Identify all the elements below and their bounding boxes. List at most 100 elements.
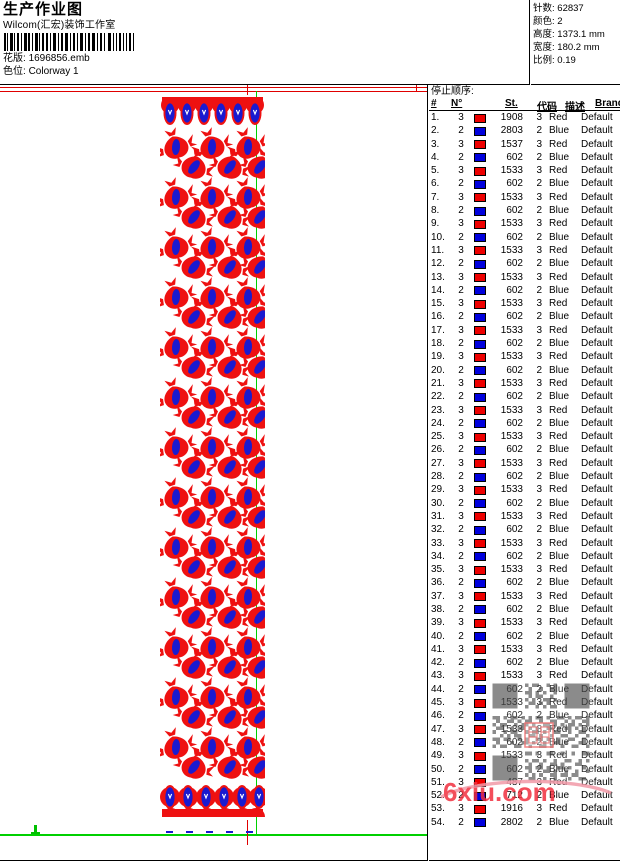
height-label: 高度: (533, 29, 555, 40)
table-row[interactable]: 25. 3 1533 3 Red Default (429, 430, 620, 443)
table-row[interactable]: 36. 2 602 2 Blue Default (429, 576, 620, 589)
table-row[interactable]: 39. 3 1533 3 Red Default (429, 616, 620, 629)
table-row[interactable]: 33. 3 1533 3 Red Default (429, 537, 620, 550)
stop-sequence-panel[interactable]: 停止顺序: # N° St. 代码 描述 Brand 元素 1. 3 1908 3 Re… (429, 85, 620, 861)
table-row[interactable]: 38. 2 602 2 Blue Default (429, 603, 620, 616)
table-row[interactable]: 3. 3 1537 3 Red Default (429, 138, 620, 151)
row-description: Blue (549, 816, 570, 828)
color-swatch (474, 818, 486, 828)
row-code: 2 (536, 816, 542, 828)
color-swatch (474, 658, 486, 668)
row-stitch-count: 602 (506, 205, 523, 217)
row-index: 1. (431, 112, 440, 123)
row-brand: Default (581, 524, 613, 536)
table-row[interactable]: 9. 3 1533 3 Red Default (429, 217, 620, 230)
table-row[interactable]: 21. 3 1533 3 Red Default (429, 377, 620, 390)
table-row[interactable]: 4. 2 602 2 Blue Default (429, 151, 620, 164)
table-row[interactable]: 30. 2 602 2 Blue Default (429, 497, 620, 510)
row-description: Red (549, 697, 568, 709)
row-description: Red (549, 377, 568, 389)
row-brand: Default (581, 165, 613, 177)
row-brand: Default (581, 790, 613, 802)
row-code: 2 (536, 790, 542, 802)
color-swatch (474, 605, 486, 615)
table-row[interactable]: 42. 2 602 2 Blue Default (429, 656, 620, 669)
table-row[interactable]: 11. 3 1533 3 Red Default (429, 244, 620, 257)
row-description: Red (549, 750, 568, 762)
table-row[interactable]: 23. 3 1533 3 Red Default (429, 404, 620, 417)
table-row[interactable]: 41. 3 1533 3 Red Default (429, 643, 620, 656)
color-swatch (474, 565, 486, 575)
row-needle: 2 (458, 338, 464, 350)
table-row[interactable]: 19. 3 1533 3 Red Default (429, 350, 620, 363)
color-swatch (474, 485, 486, 495)
table-row[interactable]: 8. 2 602 2 Blue Default (429, 204, 620, 217)
row-needle: 2 (458, 471, 464, 483)
row-needle: 2 (458, 284, 464, 296)
row-code: 3 (536, 457, 542, 469)
table-row[interactable]: 16. 2 602 2 Blue Default (429, 310, 620, 323)
table-row[interactable]: 5. 3 1533 3 Red Default (429, 164, 620, 177)
row-code: 2 (536, 311, 542, 323)
row-index: 23. (431, 404, 445, 416)
color-swatch (474, 312, 486, 322)
stop-sequence-title: 停止顺序: (431, 86, 474, 97)
row-needle: 3 (458, 404, 464, 416)
row-code: 2 (536, 471, 542, 483)
table-row[interactable]: 6. 2 602 2 Blue Default (429, 177, 620, 190)
table-row[interactable]: 7. 3 1533 3 Red Default (429, 191, 620, 204)
table-row[interactable]: 26. 2 602 2 Blue Default (429, 443, 620, 456)
table-row[interactable]: 31. 3 1533 3 Red Default (429, 510, 620, 523)
row-code: 3 (536, 112, 542, 123)
table-row[interactable]: 1. 3 1908 3 Red Default (429, 111, 620, 124)
row-needle: 2 (458, 550, 464, 562)
table-row[interactable]: 54. 2 2802 2 Blue Default (429, 816, 620, 829)
design-preview-canvas[interactable] (0, 85, 428, 861)
row-index: 47. (431, 723, 445, 735)
table-row[interactable]: 15. 3 1533 3 Red Default (429, 297, 620, 310)
table-row[interactable]: 18. 2 602 2 Blue Default (429, 337, 620, 350)
row-description: Blue (549, 391, 570, 403)
color-swatch (474, 685, 486, 695)
row-brand: Default (581, 577, 613, 589)
table-row[interactable]: 46. 2 602 2 Blue Default (429, 709, 620, 722)
table-row[interactable]: 32. 2 602 2 Blue Default (429, 523, 620, 536)
table-row[interactable]: 28. 2 602 2 Blue Default (429, 470, 620, 483)
colorway-label: 色位: (3, 66, 26, 77)
document-header: 生产作业图 Wilcom(汇宏)装饰工作室 (0, 0, 530, 85)
table-row[interactable]: 22. 2 602 2 Blue Default (429, 390, 620, 403)
row-index: 18. (431, 338, 445, 350)
row-description: Blue (549, 497, 570, 509)
table-row[interactable]: 37. 3 1533 3 Red Default (429, 590, 620, 603)
table-row[interactable]: 29. 3 1533 3 Red Default (429, 483, 620, 496)
row-index: 46. (431, 710, 445, 722)
row-code: 3 (536, 803, 542, 815)
table-row[interactable]: 12. 2 602 2 Blue Default (429, 257, 620, 270)
row-brand: Default (581, 603, 613, 615)
table-row[interactable]: 2. 2 2803 2 Blue Default (429, 124, 620, 137)
table-row[interactable]: 53. 3 1916 3 Red Default (429, 802, 620, 815)
row-description: Red (549, 404, 568, 416)
table-row[interactable]: 35. 3 1533 3 Red Default (429, 563, 620, 576)
row-stitch-count: 602 (506, 524, 523, 536)
row-stitch-count: 1533 (500, 271, 523, 283)
row-needle: 2 (458, 205, 464, 217)
table-row[interactable]: 17. 3 1533 3 Red Default (429, 324, 620, 337)
row-stitch-count: 602 (506, 603, 523, 615)
table-row[interactable]: 52. 2 712 2 Blue Default (429, 789, 620, 802)
color-swatch (474, 166, 486, 176)
table-row[interactable]: 14. 2 602 2 Blue Default (429, 284, 620, 297)
row-code: 2 (536, 657, 542, 669)
table-row[interactable]: 10. 2 602 2 Blue Default (429, 231, 620, 244)
row-code: 2 (536, 577, 542, 589)
table-row[interactable]: 13. 3 1533 3 Red Default (429, 271, 620, 284)
color-swatch (474, 126, 486, 136)
row-index: 29. (431, 484, 445, 496)
row-brand: Default (581, 710, 613, 722)
table-row[interactable]: 27. 3 1533 3 Red Default (429, 457, 620, 470)
table-row[interactable]: 20. 2 602 2 Blue Default (429, 364, 620, 377)
table-row[interactable]: 24. 2 602 2 Blue Default (429, 417, 620, 430)
table-row[interactable]: 34. 2 602 2 Blue Default (429, 550, 620, 563)
table-row[interactable]: 43. 3 1533 3 Red Default (429, 669, 620, 682)
table-row[interactable]: 40. 2 602 2 Blue Default (429, 630, 620, 643)
